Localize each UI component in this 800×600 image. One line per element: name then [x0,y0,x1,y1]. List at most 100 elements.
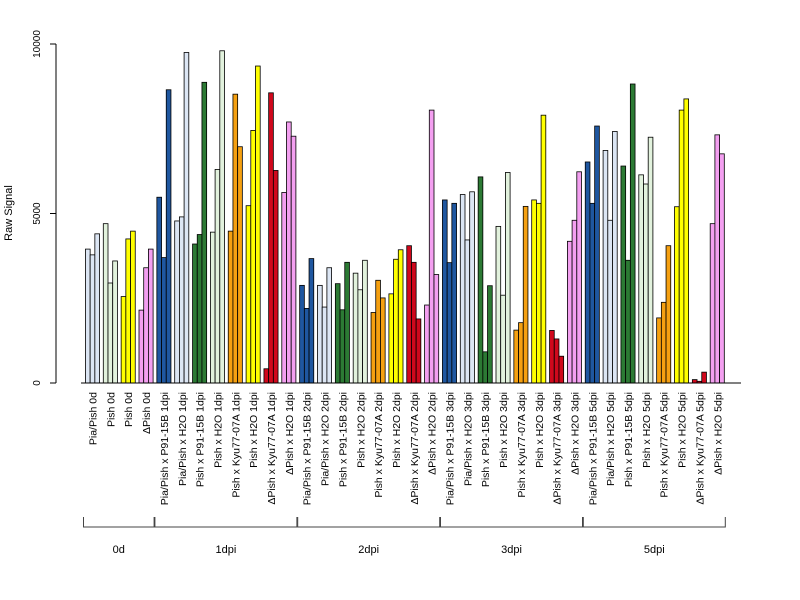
bar [536,202,542,384]
category-label: ΔPish 0d [141,392,153,434]
bar [660,301,667,384]
bar [459,194,466,384]
bar [102,223,109,384]
bar [446,262,453,384]
category-label: Pish x Kyu77-07A 5dpi [659,392,671,498]
category-label: ΔPish x H2O 3dpi [569,392,581,475]
y-axis-title: Raw Signal [3,185,15,241]
category-labels: Pia/Pish 0d Pish 0d Pish 0d ΔPish 0d Pia/Pis… [88,392,725,505]
category-label: Pish x Kyu77-07A 3dpi [516,392,528,498]
group-label: 2dpi [358,544,379,556]
bar [352,272,359,384]
bar [589,202,596,384]
category-label: Pish x H2O 3dpi [498,392,510,468]
bar [540,114,547,384]
bar [643,183,649,384]
category-label: ΔPish x Kyu77-07A 2dpi [409,392,421,505]
bar [714,134,721,384]
bar [321,306,328,384]
bar [245,205,252,384]
bar [571,219,578,384]
bar [94,233,100,384]
bar [691,379,698,384]
category-label: Pish x H2O 1dpi [212,392,224,468]
category-label: Pia/Pish x P91-15B 2dpi [302,392,314,505]
bar [500,294,506,384]
category-label: Pish x H2O 5dpi [677,392,689,468]
bar [647,136,654,384]
bar [531,199,537,384]
bar [380,297,386,384]
bar [549,330,555,384]
bar [522,205,529,384]
category-label: Pia/Pish x H2O 3dpi [462,392,474,486]
bar [250,130,256,384]
bar [178,216,185,384]
bar [411,261,417,384]
category-label: Pish x P91-15B 2dpi [337,392,349,487]
y-tick-label: 10000 [32,30,43,58]
bar [130,230,136,384]
category-label: Pish 0d [105,392,117,427]
bar [665,245,672,384]
bar [567,240,573,384]
bar [477,176,484,384]
category-label: Pish x H2O 2dpi [391,392,403,468]
bar [482,351,488,384]
bar [428,109,435,384]
bar [268,92,274,384]
bar [209,231,216,384]
bar [219,50,225,384]
group-bracket [440,517,583,528]
bar [334,283,341,384]
bar [487,285,493,384]
bar [290,135,297,384]
bar [719,153,725,384]
bar [89,254,96,384]
bar [214,169,221,384]
category-label: ΔPish x Kyu77-07A 3dpi [552,392,564,505]
category-label: Pia/Pish x P91-15B 3dpi [445,392,457,505]
bar [183,52,190,384]
bar [406,245,412,384]
category-label: Pish x H2O 5dpi [641,392,653,468]
bar [678,109,685,384]
group-bracket [297,517,441,528]
bar [424,304,430,384]
bar [308,258,315,384]
bar [638,174,644,384]
bar [112,260,118,384]
category-label: Pia/Pish x P91-15B 5dpi [587,392,599,505]
bar [303,308,310,384]
group-bracket [154,517,298,528]
bar [558,355,565,384]
bar [602,150,609,384]
bar [85,248,91,384]
bar [107,282,114,384]
bar [553,338,560,384]
y-tick-label: 0 [32,380,43,386]
category-label: Pish x P91-15B 1dpi [195,392,207,487]
group-label: 1dpi [216,544,237,556]
bar [683,98,690,384]
category-label: Pish x H2O 1dpi [248,392,260,468]
category-label: Pish x P91-15B 5dpi [623,392,635,487]
category-label: Pish x H2O 2dpi [355,392,367,468]
group-label: 3dpi [501,544,522,556]
category-label: Pish x H2O 3dpi [534,392,546,468]
bar [165,89,172,384]
bar [201,81,208,384]
category-label: Pia/Pish 0d [88,392,100,445]
bar [125,238,131,384]
group-brackets: 0d 1dpi 2dpi 3dpi 5dpi [83,517,726,556]
bar [464,239,471,384]
bar [625,259,631,384]
bar [317,284,323,384]
bar [143,267,149,384]
bar [196,234,203,384]
y-tick-label: 5000 [32,202,43,225]
bar [375,279,381,384]
category-label: Pish x Kyu77-07A 2dpi [373,392,385,498]
bar [263,368,270,384]
group-bracket [582,517,726,528]
